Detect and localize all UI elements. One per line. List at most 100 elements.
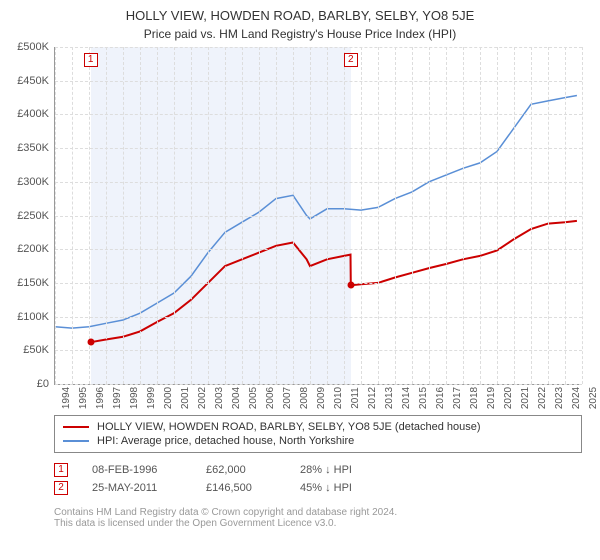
transaction-delta-1: 28% ↓ HPI bbox=[300, 464, 352, 476]
gridline-v bbox=[565, 47, 566, 384]
transaction-price-2: £146,500 bbox=[206, 482, 276, 494]
transaction-price-1: £62,000 bbox=[206, 464, 276, 476]
xtick-label: 2012 bbox=[361, 387, 378, 409]
gridline-h bbox=[55, 283, 582, 284]
chart-area: £0£50K£100K£150K£200K£250K£300K£350K£400… bbox=[54, 47, 582, 407]
xtick-label: 1995 bbox=[72, 387, 89, 409]
gridline-v bbox=[55, 47, 56, 384]
gridline-v bbox=[378, 47, 379, 384]
ytick-label: £150K bbox=[17, 277, 55, 289]
transaction-row-2: 2 25-MAY-2011 £146,500 45% ↓ HPI bbox=[54, 479, 582, 497]
xtick-label: 2010 bbox=[327, 387, 344, 409]
xtick-label: 2020 bbox=[497, 387, 514, 409]
xtick-label: 2024 bbox=[565, 387, 582, 409]
ytick-label: £50K bbox=[23, 344, 55, 356]
xtick-label: 2002 bbox=[191, 387, 208, 409]
gridline-h bbox=[55, 81, 582, 82]
legend: HOLLY VIEW, HOWDEN ROAD, BARLBY, SELBY, … bbox=[54, 415, 582, 453]
gridline-v bbox=[276, 47, 277, 384]
xtick-label: 2019 bbox=[480, 387, 497, 409]
gridline-v bbox=[157, 47, 158, 384]
gridline-v bbox=[259, 47, 260, 384]
marker-box-2: 2 bbox=[344, 53, 358, 67]
gridline-h bbox=[55, 249, 582, 250]
xtick-label: 2013 bbox=[378, 387, 395, 409]
xtick-label: 2021 bbox=[514, 387, 531, 409]
gridline-v bbox=[89, 47, 90, 384]
gridline-v bbox=[446, 47, 447, 384]
gridline-v bbox=[582, 47, 583, 384]
gridline-v bbox=[106, 47, 107, 384]
gridline-h bbox=[55, 114, 582, 115]
xtick-label: 2022 bbox=[531, 387, 548, 409]
gridline-v bbox=[225, 47, 226, 384]
gridline-v bbox=[174, 47, 175, 384]
xtick-label: 1997 bbox=[106, 387, 123, 409]
gridline-v bbox=[208, 47, 209, 384]
xtick-label: 2000 bbox=[157, 387, 174, 409]
gridline-h bbox=[55, 182, 582, 183]
ytick-label: £100K bbox=[17, 311, 55, 323]
gridline-v bbox=[480, 47, 481, 384]
xtick-label: 2005 bbox=[242, 387, 259, 409]
gridline-v bbox=[123, 47, 124, 384]
gridline-v bbox=[514, 47, 515, 384]
plot-region: £0£50K£100K£150K£200K£250K£300K£350K£400… bbox=[54, 47, 582, 385]
ytick-label: £300K bbox=[17, 176, 55, 188]
gridline-h bbox=[55, 317, 582, 318]
xtick-label: 2004 bbox=[225, 387, 242, 409]
gridline-v bbox=[361, 47, 362, 384]
chart-title: HOLLY VIEW, HOWDEN ROAD, BARLBY, SELBY, … bbox=[0, 0, 600, 23]
xtick-label: 2006 bbox=[259, 387, 276, 409]
gridline-h bbox=[55, 47, 582, 48]
xtick-label: 2025 bbox=[582, 387, 599, 409]
marker-dot-1 bbox=[87, 339, 94, 346]
gridline-v bbox=[191, 47, 192, 384]
xtick-label: 1999 bbox=[140, 387, 157, 409]
chart-subtitle: Price paid vs. HM Land Registry's House … bbox=[0, 23, 600, 47]
gridline-v bbox=[293, 47, 294, 384]
gridline-v bbox=[140, 47, 141, 384]
legend-row-2: HPI: Average price, detached house, Nort… bbox=[63, 434, 573, 448]
xtick-label: 2011 bbox=[344, 387, 361, 409]
gridline-v bbox=[395, 47, 396, 384]
series-line-hpi bbox=[55, 96, 577, 329]
series-line-price_paid bbox=[91, 221, 577, 342]
ytick-label: £500K bbox=[17, 41, 55, 53]
footer: Contains HM Land Registry data © Crown c… bbox=[54, 507, 582, 529]
legend-swatch-2 bbox=[63, 440, 89, 442]
legend-row-1: HOLLY VIEW, HOWDEN ROAD, BARLBY, SELBY, … bbox=[63, 420, 573, 434]
gridline-h bbox=[55, 350, 582, 351]
transaction-delta-2: 45% ↓ HPI bbox=[300, 482, 352, 494]
marker-box-1: 1 bbox=[84, 53, 98, 67]
ytick-label: £0 bbox=[37, 378, 55, 390]
xtick-label: 2023 bbox=[548, 387, 565, 409]
gridline-v bbox=[72, 47, 73, 384]
transaction-table: 1 08-FEB-1996 £62,000 28% ↓ HPI 2 25-MAY… bbox=[54, 461, 582, 497]
legend-swatch-1 bbox=[63, 426, 89, 428]
xtick-label: 1994 bbox=[55, 387, 72, 409]
transaction-marker-1: 1 bbox=[54, 463, 68, 477]
transaction-marker-2: 2 bbox=[54, 481, 68, 495]
xtick-label: 2009 bbox=[310, 387, 327, 409]
gridline-h bbox=[55, 216, 582, 217]
gridline-v bbox=[497, 47, 498, 384]
xtick-label: 2016 bbox=[429, 387, 446, 409]
xtick-label: 2008 bbox=[293, 387, 310, 409]
gridline-h bbox=[55, 148, 582, 149]
gridline-v bbox=[412, 47, 413, 384]
xtick-label: 2015 bbox=[412, 387, 429, 409]
gridline-v bbox=[548, 47, 549, 384]
legend-label-1: HOLLY VIEW, HOWDEN ROAD, BARLBY, SELBY, … bbox=[97, 421, 481, 433]
chart-container: HOLLY VIEW, HOWDEN ROAD, BARLBY, SELBY, … bbox=[0, 0, 600, 560]
ytick-label: £400K bbox=[17, 108, 55, 120]
gridline-h bbox=[55, 384, 582, 385]
transaction-date-2: 25-MAY-2011 bbox=[92, 482, 182, 494]
gridline-v bbox=[310, 47, 311, 384]
footer-line-1: Contains HM Land Registry data © Crown c… bbox=[54, 507, 582, 518]
footer-line-2: This data is licensed under the Open Gov… bbox=[54, 518, 582, 529]
gridline-v bbox=[344, 47, 345, 384]
xtick-label: 2001 bbox=[174, 387, 191, 409]
transaction-date-1: 08-FEB-1996 bbox=[92, 464, 182, 476]
xtick-label: 1996 bbox=[89, 387, 106, 409]
